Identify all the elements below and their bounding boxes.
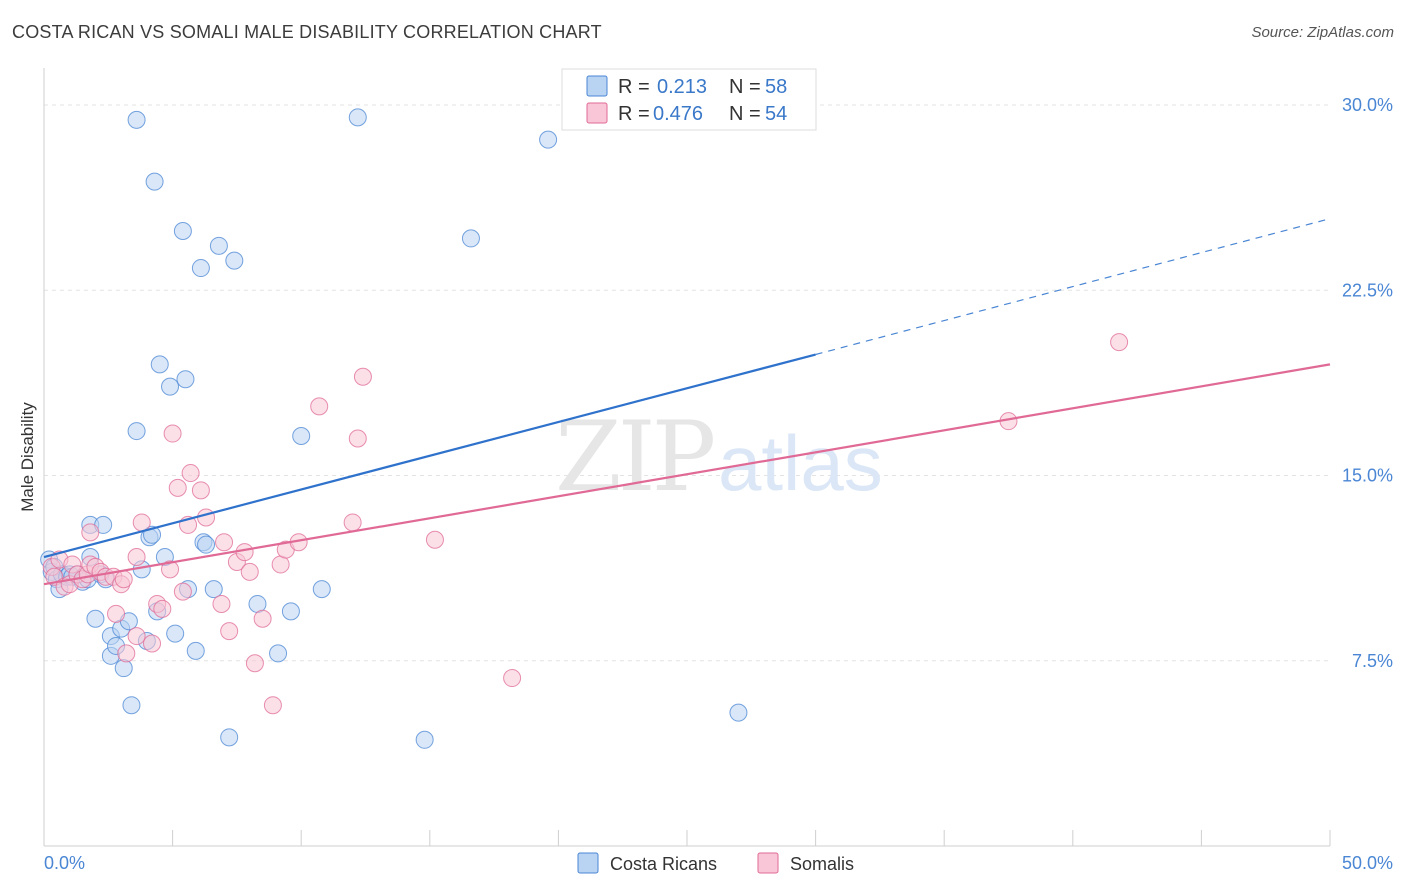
y-tick-label: 7.5% — [1352, 651, 1393, 671]
point-somalis — [163, 424, 182, 443]
point-costa-ricans — [127, 110, 146, 129]
series-legend: Costa Ricans Somalis — [577, 852, 854, 874]
point-costa-ricans — [197, 535, 216, 554]
y-tick-labels: 7.5% 15.0% 22.5% 30.0% — [1342, 95, 1393, 671]
point-somalis — [253, 609, 272, 628]
watermark: ZIP atlas — [555, 401, 883, 513]
point-costa-ricans — [114, 659, 133, 678]
stats-r-value-1: 0.213 — [657, 76, 707, 98]
point-somalis — [173, 582, 192, 601]
trend-line-costa-ricans-extension — [815, 218, 1331, 356]
point-somalis — [127, 627, 146, 646]
stats-n-value-1: 58 — [765, 76, 787, 98]
point-costa-ricans — [281, 602, 300, 621]
grid-lines — [44, 104, 1330, 662]
legend-label-somalis[interactable]: Somalis — [790, 854, 854, 874]
stats-swatch-somalis — [586, 102, 608, 124]
point-somalis — [191, 481, 210, 500]
y-tick-label: 15.0% — [1342, 466, 1393, 486]
x-min-label: 0.0% — [44, 853, 85, 873]
chart-title: COSTA RICAN VS SOMALI MALE DISABILITY CO… — [12, 22, 602, 42]
point-somalis — [425, 530, 444, 549]
point-costa-ricans — [729, 703, 748, 722]
trend-line-somalis — [43, 363, 1331, 586]
point-costa-ricans — [415, 730, 434, 749]
point-costa-ricans — [176, 370, 195, 389]
y-tick-label: 22.5% — [1342, 280, 1393, 300]
point-costa-ricans — [150, 355, 169, 374]
point-costa-ricans — [461, 229, 480, 248]
point-costa-ricans — [166, 624, 185, 643]
point-costa-ricans — [173, 222, 192, 241]
point-costa-ricans — [312, 580, 331, 599]
point-somalis — [127, 548, 146, 567]
y-axis-label: Male Disability — [18, 402, 37, 512]
legend-swatch-costa-ricans[interactable] — [577, 852, 599, 874]
legend-swatch-somalis[interactable] — [757, 852, 779, 874]
point-somalis — [212, 594, 231, 613]
point-somalis — [348, 429, 367, 448]
point-somalis — [143, 634, 162, 653]
point-costa-ricans — [145, 172, 164, 191]
point-costa-ricans — [86, 609, 105, 628]
point-somalis — [343, 513, 362, 532]
stats-r-label-1: R = — [618, 76, 650, 98]
point-somalis — [107, 604, 126, 623]
point-somalis — [310, 397, 329, 416]
point-costa-ricans — [209, 236, 228, 255]
stats-n-label-2: N = — [729, 103, 761, 125]
point-somalis — [245, 654, 264, 673]
stats-n-label-1: N = — [729, 76, 761, 98]
point-costa-ricans — [204, 580, 223, 599]
data-points — [40, 108, 1129, 749]
point-costa-ricans — [122, 696, 141, 715]
x-ticks — [43, 830, 1331, 846]
source-label: Source: ZipAtlas.com — [1251, 24, 1394, 41]
point-somalis — [114, 570, 133, 589]
point-somalis — [168, 478, 187, 497]
point-costa-ricans — [127, 422, 146, 441]
point-somalis — [1110, 333, 1129, 352]
point-costa-ricans — [225, 251, 244, 270]
point-somalis — [215, 533, 234, 552]
trend-line-costa-ricans — [43, 353, 816, 559]
point-somalis — [220, 622, 239, 641]
y-tick-label: 30.0% — [1342, 95, 1393, 115]
point-somalis — [263, 696, 282, 715]
watermark-atlas: atlas — [718, 419, 883, 507]
trend-lines — [43, 218, 1331, 586]
point-costa-ricans — [220, 728, 239, 747]
watermark-zip: ZIP — [555, 401, 714, 513]
stats-r-value-2: 0.476 — [653, 103, 703, 125]
point-somalis — [161, 560, 180, 579]
point-somalis — [240, 562, 259, 581]
point-somalis — [235, 543, 254, 562]
point-costa-ricans — [348, 108, 367, 127]
legend-label-costa-ricans[interactable]: Costa Ricans — [610, 854, 717, 874]
point-costa-ricans — [191, 259, 210, 278]
stats-n-value-2: 54 — [765, 103, 787, 125]
point-costa-ricans — [161, 377, 180, 396]
point-costa-ricans — [186, 641, 205, 660]
x-max-label: 50.0% — [1342, 853, 1393, 873]
stats-legend: R = 0.213 N = 58 R = 0.476 N = 54 — [561, 68, 817, 131]
point-somalis — [503, 669, 522, 688]
point-costa-ricans — [292, 427, 311, 446]
point-somalis — [153, 599, 172, 618]
stats-r-label-2: R = — [618, 103, 650, 125]
stats-swatch-costa-ricans — [586, 75, 608, 97]
point-somalis — [197, 508, 216, 527]
point-costa-ricans — [269, 644, 288, 663]
point-costa-ricans — [539, 130, 558, 149]
point-somalis — [117, 644, 136, 663]
point-somalis — [81, 523, 100, 542]
point-somalis — [132, 513, 151, 532]
point-somalis — [181, 464, 200, 483]
point-somalis — [353, 367, 372, 386]
